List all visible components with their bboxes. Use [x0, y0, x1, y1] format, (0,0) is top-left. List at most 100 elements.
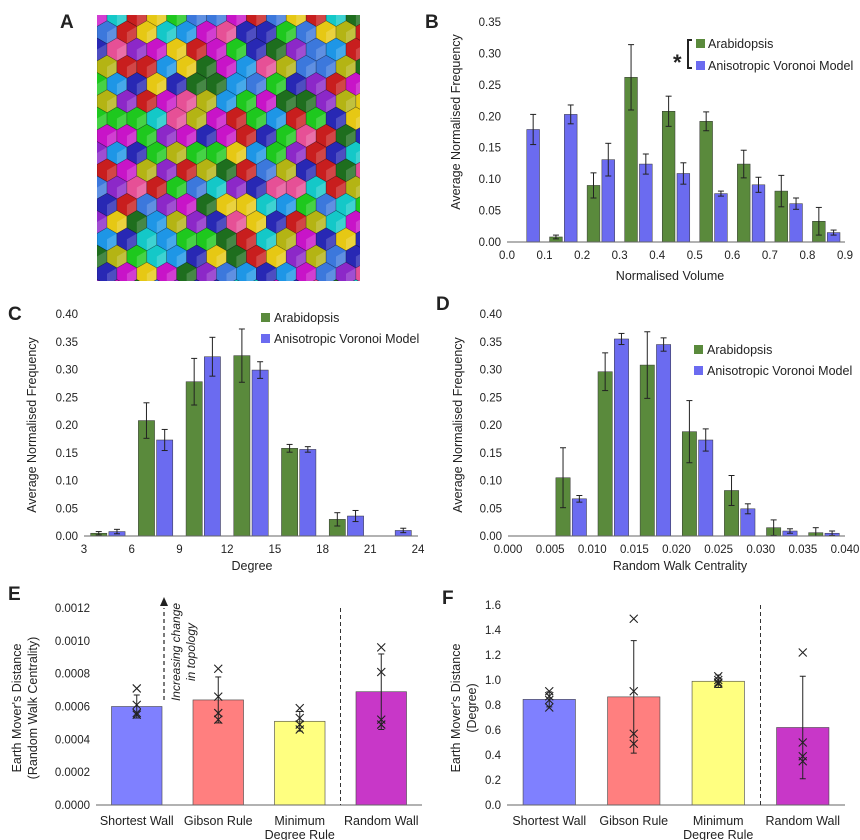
mosaic-cell-facet: [167, 0, 177, 9]
mosaic-cell-facet: [136, 216, 147, 234]
chart-c-legend-swatch-voronoi: [261, 334, 270, 343]
chart-f-y-tick-label: 0.2: [485, 775, 501, 787]
chart-b-legend-swatch-arabidopsis: [696, 39, 705, 48]
chart-b-y-tick-label: 0.05: [479, 206, 501, 218]
mosaic-cell-facet: [196, 15, 207, 27]
mosaic-cell-facet: [266, 0, 276, 9]
mosaic-cell: [253, 279, 260, 281]
chart-d-legend-voronoi: Anisotropic Voronoi Model: [707, 364, 852, 378]
chart-e-y-axis-label-line1: Earth Mover's Distance: [10, 644, 24, 773]
mosaic-cell: [293, 279, 300, 281]
mosaic-cell-facet: [296, 78, 307, 96]
mosaic-cell-facet: [376, 44, 386, 61]
mosaic-cell-facet: [156, 112, 167, 130]
mosaic-cell-facet: [216, 15, 227, 27]
chart-d-y-tick-label: 0.00: [480, 531, 502, 543]
mosaic-cell-facet: [266, 164, 277, 182]
chart-f-replicate-point: [629, 729, 639, 739]
chart-e-replicate-point: [213, 692, 223, 702]
chart-volume-distribution: Normalised Volume Average Normalised Fre…: [449, 17, 853, 283]
chart-e-y-tick-label: 0.0000: [55, 800, 90, 812]
mosaic-cell-facet: [306, 199, 317, 217]
chart-c-y-tick-label: 0.25: [56, 392, 78, 404]
mosaic-cell: [366, 4, 386, 27]
mosaic-cell: [316, 0, 336, 9]
mosaic-cell: [67, 211, 87, 234]
mosaic-cell-facet: [216, 216, 227, 234]
mosaic-cell-facet: [336, 15, 346, 27]
mosaic-cell-facet: [166, 130, 177, 148]
mosaic-cell-facet: [116, 112, 127, 130]
mosaic-cell-facet: [166, 95, 177, 113]
mosaic-cell-facet: [226, 268, 237, 281]
chart-e-replicate-point: [376, 643, 386, 652]
mosaic-cell-facet: [156, 181, 167, 199]
mosaic-cell-facet: [176, 112, 187, 130]
mosaic-cell-facet: [227, 0, 237, 9]
mosaic-cell-facet: [196, 78, 207, 96]
mosaic-cell-facet: [87, 165, 97, 182]
mosaic-cell-facet: [176, 43, 187, 61]
mosaic-cell-facet: [296, 15, 307, 27]
chart-f-category-label: Shortest Wall: [512, 814, 586, 828]
mosaic-cell: [366, 211, 386, 234]
mosaic-cell-facet: [366, 199, 376, 216]
mosaic-cell-facet: [366, 165, 376, 182]
chart-b-x-axis-label: Normalised Volume: [616, 269, 724, 283]
mosaic-cell-facet: [286, 130, 297, 148]
mosaic-cell-facet: [366, 0, 376, 9]
chart-e-category-label: Minimum: [274, 814, 325, 828]
mosaic-cell-facet: [366, 234, 376, 251]
mosaic-cell-facet: [146, 268, 157, 281]
chart-e-replicate-point: [132, 684, 142, 693]
mosaic-cell-facet: [246, 268, 257, 281]
chart-f-replicate-point: [544, 691, 554, 701]
mosaic-cell-facet: [355, 254, 360, 268]
mosaic-cell-facet: [126, 26, 137, 44]
mosaic-cell-facet: [206, 130, 217, 148]
mosaic-cell-facet: [276, 216, 287, 234]
mosaic-cell: [177, 0, 197, 9]
mosaic-cell-facet: [77, 216, 87, 233]
mosaic-cell-facet: [186, 61, 197, 79]
mosaic-cell-facet: [166, 199, 177, 217]
mosaic-cell-facet: [296, 181, 307, 199]
mosaic-cell-facet: [216, 181, 227, 199]
significance-asterisk: *: [673, 50, 682, 75]
mosaic-cell-facet: [176, 147, 187, 165]
chart-f-y-tick-label: 1.0: [485, 675, 501, 687]
mosaic-cell-facet: [146, 26, 157, 44]
chart-d-bar-arabidopsis: [597, 371, 613, 537]
mosaic-cell-facet: [97, 216, 107, 234]
chart-e-y-tick-label: 0.0006: [55, 702, 90, 714]
mosaic-cell: [67, 245, 87, 268]
panel-label-f: F: [442, 588, 454, 609]
mosaic-cell-facet: [246, 164, 257, 182]
mosaic-cell: [236, 0, 256, 9]
mosaic-cell-facet: [246, 233, 257, 251]
chart-d-y-tick-label: 0.30: [480, 365, 502, 377]
chart-f-bar: [691, 680, 745, 806]
mosaic-cell-facet: [107, 233, 117, 251]
mosaic-cell: [376, 21, 396, 44]
chart-f-replicate-point: [713, 671, 723, 681]
mosaic-cell-facet: [136, 43, 147, 61]
chart-c-x-tick-label: 12: [221, 544, 234, 556]
mosaic-cell-facet: [87, 27, 97, 44]
chart-f-replicate-point: [629, 686, 639, 696]
chart-d-legend-arabidopsis: Arabidopsis: [707, 343, 772, 357]
mosaic-cell-facet: [316, 15, 327, 27]
mosaic-cell-facet: [376, 113, 386, 130]
mosaic-cell-facet: [296, 285, 306, 302]
chart-c-x-tick-label: 3: [81, 544, 87, 556]
chart-e-category-label: Shortest Wall: [100, 814, 174, 828]
mosaic-cell-facet: [126, 164, 137, 182]
chart-c-legend-voronoi: Anisotropic Voronoi Model: [274, 332, 419, 346]
mosaic-cell-facet: [116, 181, 127, 199]
chart-f-y-tick-label: 1.6: [485, 600, 501, 612]
chart-e-replicate-point: [213, 664, 223, 674]
mosaic-cell-facet: [186, 130, 197, 148]
mosaic-cell-facet: [336, 181, 346, 199]
chart-e-replicate-point: [213, 708, 223, 718]
mosaic-cell-facet: [107, 268, 117, 281]
